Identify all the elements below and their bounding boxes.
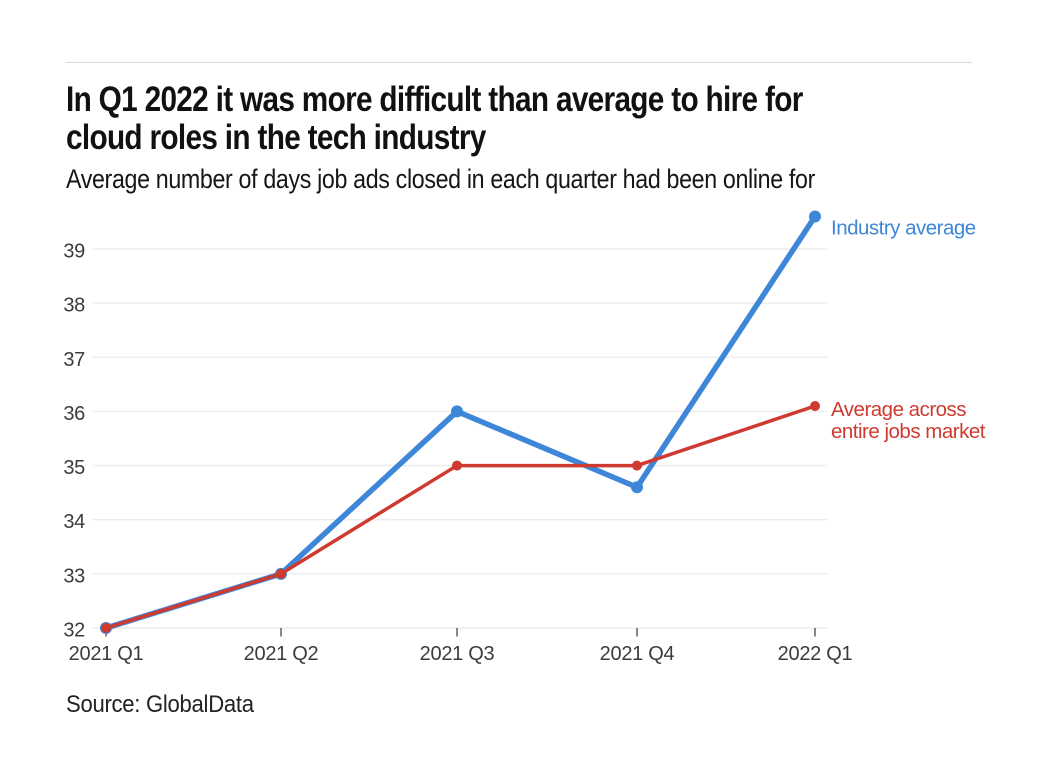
data-point — [631, 481, 643, 494]
legend-label-average-across-entire-jobs-market: Average across — [831, 398, 966, 421]
data-point — [632, 460, 642, 471]
data-point — [452, 460, 462, 471]
y-axis-tick-label: 32 — [63, 620, 85, 642]
line-chart-canvas: 32 33 34 35 36 37 38 39 2021 Q1 2021 Q2 2021 Q3 202… — [63, 210, 986, 665]
line-chart: 32 33 34 35 36 37 38 39 2021 Q1 2021 Q2 2021 Q3 202… — [40, 205, 1026, 675]
data-point — [101, 623, 111, 633]
series-line-average-across-entire-jobs-market — [104, 404, 817, 630]
x-axis-tick-label: 2021 Q3 — [420, 643, 495, 665]
data-point — [809, 210, 821, 223]
legend-label-industry-average: Industry average — [831, 217, 976, 240]
data-point — [276, 568, 286, 579]
chart-subtitle: Average number of days job ads closed in… — [66, 164, 815, 194]
y-axis-tick-label: 39 — [63, 240, 85, 262]
y-axis-tick-label: 33 — [63, 565, 85, 587]
chart-title-line-1: In Q1 2022 it was more difficult than av… — [66, 80, 803, 119]
y-axis-tick-label: 37 — [63, 349, 85, 371]
data-point — [451, 405, 463, 418]
x-axis-tick-label: 2021 Q2 — [244, 643, 319, 665]
top-divider — [66, 62, 972, 63]
x-axis-tick-label: 2022 Q1 — [778, 643, 853, 665]
chart-title-line-2: cloud roles in the tech industry — [66, 118, 486, 157]
y-axis-tick-label: 35 — [63, 457, 85, 479]
chart-title: In Q1 2022 it was more difficult than av… — [66, 81, 1001, 157]
source-note: Source: GlobalData — [66, 691, 254, 718]
y-axis-tick-label: 36 — [63, 403, 85, 425]
y-axis-tick-label: 38 — [63, 295, 85, 317]
data-point — [810, 401, 820, 412]
x-axis-tick-label: 2021 Q4 — [600, 643, 675, 665]
legend-label-average-across-entire-jobs-market: entire jobs market — [831, 420, 986, 443]
series-line-industry-average — [103, 213, 818, 631]
x-axis-tick-label: 2021 Q1 — [69, 643, 144, 665]
y-axis-tick-label: 34 — [63, 511, 85, 533]
